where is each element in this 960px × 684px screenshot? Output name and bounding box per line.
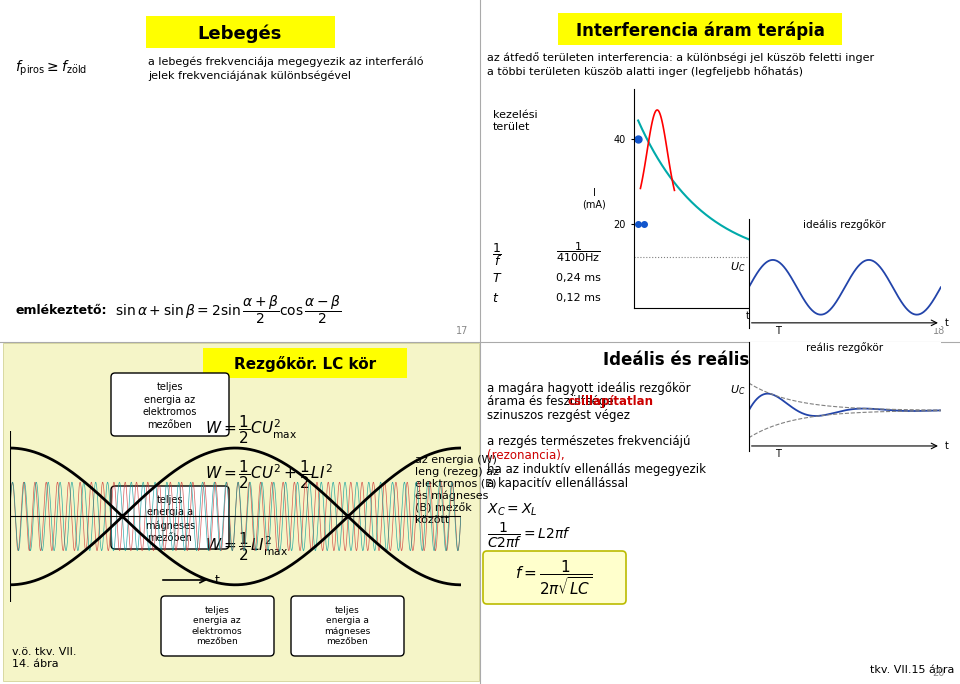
Text: ha az induktív ellenállás megegyezik: ha az induktív ellenállás megegyezik bbox=[487, 464, 706, 477]
Y-axis label: $U_C$: $U_C$ bbox=[730, 383, 746, 397]
Text: a magára hagyott ideális rezgőkör: a magára hagyott ideális rezgőkör bbox=[487, 382, 690, 395]
Text: teljes
energia a
mágneses
mezőben: teljes energia a mágneses mezőben bbox=[324, 606, 371, 646]
FancyBboxPatch shape bbox=[558, 13, 842, 45]
Y-axis label: I
(mA): I (mA) bbox=[583, 187, 606, 209]
Text: a kapacitív ellenállással: a kapacitív ellenállással bbox=[487, 477, 628, 490]
Text: (rezonancia),: (rezonancia), bbox=[487, 449, 564, 462]
FancyBboxPatch shape bbox=[111, 486, 229, 549]
Text: T: T bbox=[775, 326, 780, 336]
X-axis label: t(ms): t(ms) bbox=[745, 311, 772, 321]
Text: $\dfrac{1}{f}$: $\dfrac{1}{f}$ bbox=[492, 241, 502, 268]
Text: $\dfrac{1}{C2\pi f} = L2\pi f$: $\dfrac{1}{C2\pi f} = L2\pi f$ bbox=[487, 521, 571, 550]
Text: jelek frekvenciájának különbségével: jelek frekvenciájának különbségével bbox=[148, 70, 351, 81]
Text: t: t bbox=[945, 441, 948, 451]
FancyBboxPatch shape bbox=[483, 551, 626, 604]
Text: szinuszos rezgést végez: szinuszos rezgést végez bbox=[487, 410, 630, 423]
Text: $W = \dfrac{1}{2}LI_{\rm max}^{2}$: $W = \dfrac{1}{2}LI_{\rm max}^{2}$ bbox=[205, 531, 288, 564]
Text: v.ö. tkv. VII.
14. ábra: v.ö. tkv. VII. 14. ábra bbox=[12, 647, 77, 669]
Text: az energia (W): az energia (W) bbox=[415, 455, 497, 465]
Text: tkv. VII.15 ábra: tkv. VII.15 ábra bbox=[870, 665, 954, 675]
Text: Ideális és reális rezgőkör: Ideális és reális rezgőkör bbox=[603, 351, 837, 369]
Text: teljes
energia az
elektromos
mezőben: teljes energia az elektromos mezőben bbox=[143, 382, 197, 430]
FancyBboxPatch shape bbox=[203, 348, 407, 378]
Text: $f_{\rm piros} \geq f_{\rm z\ddot{o}ld}$: $f_{\rm piros} \geq f_{\rm z\ddot{o}ld}$ bbox=[15, 58, 87, 78]
Text: 18: 18 bbox=[933, 326, 945, 336]
Text: leng (rezeg) az: leng (rezeg) az bbox=[415, 467, 499, 477]
Text: kezelési: kezelési bbox=[493, 110, 538, 120]
FancyBboxPatch shape bbox=[161, 596, 274, 656]
Text: árama és feszültsége: árama és feszültsége bbox=[487, 395, 617, 408]
FancyBboxPatch shape bbox=[3, 343, 479, 681]
Text: reális rezgőkör: reális rezgőkör bbox=[806, 342, 883, 353]
Text: teljes
energia a
mágneses
mezőben: teljes energia a mágneses mezőben bbox=[145, 495, 195, 543]
Text: 20: 20 bbox=[932, 668, 945, 678]
Text: elektromos (E): elektromos (E) bbox=[415, 479, 496, 489]
Text: Lebegés: Lebegés bbox=[198, 25, 282, 43]
Text: a lebegés frekvenciája megegyezik az interferáló: a lebegés frekvenciája megegyezik az int… bbox=[148, 57, 423, 67]
Text: 5 ms: 5 ms bbox=[760, 293, 787, 303]
Text: a rezgés természetes frekvenciájú: a rezgés természetes frekvenciájú bbox=[487, 436, 690, 449]
FancyBboxPatch shape bbox=[291, 596, 404, 656]
Text: csillapítatlan: csillapítatlan bbox=[567, 395, 653, 408]
Text: $X_C = X_L$: $X_C = X_L$ bbox=[487, 502, 538, 518]
Text: 0,24 ms: 0,24 ms bbox=[556, 273, 601, 283]
Text: az átfedő területen interferencia: a különbségi jel küszöb feletti inger: az átfedő területen interferencia: a kül… bbox=[487, 53, 875, 64]
Text: 0,12 ms: 0,12 ms bbox=[556, 293, 601, 303]
Text: $W = \dfrac{1}{2}CU^{2}+\dfrac{1}{2}LI^{2}$: $W = \dfrac{1}{2}CU^{2}+\dfrac{1}{2}LI^{… bbox=[205, 458, 333, 491]
Text: ideális rezgőkör: ideális rezgőkör bbox=[804, 219, 886, 230]
Text: $\sin\alpha + \sin\beta = 2\sin\dfrac{\alpha+\beta}{2}\cos\dfrac{\alpha-\beta}{2: $\sin\alpha + \sin\beta = 2\sin\dfrac{\a… bbox=[115, 294, 342, 326]
Text: terület: terület bbox=[493, 122, 530, 132]
FancyBboxPatch shape bbox=[111, 373, 229, 436]
Text: (B) mezők: (B) mezők bbox=[415, 503, 471, 513]
Text: $\dfrac{1}{\rm 100Hz}$: $\dfrac{1}{\rm 100Hz}$ bbox=[760, 240, 798, 264]
Y-axis label: $U_C$: $U_C$ bbox=[730, 260, 746, 274]
Text: között: között bbox=[415, 515, 449, 525]
Text: $t$: $t$ bbox=[492, 291, 499, 304]
Text: 10 ms: 10 ms bbox=[760, 273, 794, 283]
Text: Rezgőkör. LC kör: Rezgőkör. LC kör bbox=[234, 356, 376, 372]
Text: emlékeztető:: emlékeztető: bbox=[15, 304, 107, 317]
Text: t: t bbox=[215, 573, 220, 586]
Text: T: T bbox=[775, 449, 780, 459]
Text: teljes
energia az
elektromos
mezőben: teljes energia az elektromos mezőben bbox=[192, 606, 242, 646]
Text: $W = \dfrac{1}{2}CU_{\rm max}^{2}$: $W = \dfrac{1}{2}CU_{\rm max}^{2}$ bbox=[205, 414, 297, 447]
Text: t: t bbox=[945, 318, 948, 328]
Text: és mágneses: és mágneses bbox=[415, 490, 489, 501]
Text: 0,125 ms: 0,125 ms bbox=[646, 293, 698, 303]
Text: Interferencia áram terápia: Interferencia áram terápia bbox=[576, 22, 825, 40]
FancyBboxPatch shape bbox=[146, 16, 335, 48]
Text: $\dfrac{1}{\rm 4000Hz}$: $\dfrac{1}{\rm 4000Hz}$ bbox=[646, 240, 690, 264]
Text: $\dfrac{1}{\rm 4100Hz}$: $\dfrac{1}{\rm 4100Hz}$ bbox=[556, 240, 601, 264]
Text: $T$: $T$ bbox=[492, 272, 502, 285]
Text: 0,25 ms: 0,25 ms bbox=[646, 273, 691, 283]
Text: a többi területen küszöb alatti inger (legfeljebb hőhatás): a többi területen küszöb alatti inger (l… bbox=[487, 66, 803, 77]
Text: $f = \dfrac{1}{2\pi\sqrt{LC}}$: $f = \dfrac{1}{2\pi\sqrt{LC}}$ bbox=[516, 559, 592, 597]
Text: 17: 17 bbox=[456, 326, 468, 336]
